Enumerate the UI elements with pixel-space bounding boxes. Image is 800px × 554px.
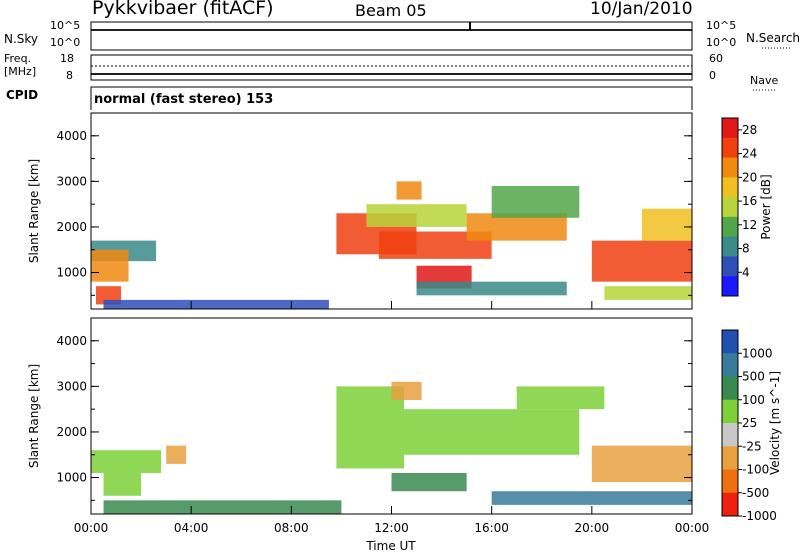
y-axis-label: Slant Range [km] bbox=[27, 364, 41, 468]
scatter-region-1-3 bbox=[96, 286, 122, 305]
colorbar-tick-label: 100 bbox=[742, 393, 765, 407]
colorbar-cell bbox=[722, 376, 738, 401]
x-tick-label: 20:00 bbox=[575, 521, 610, 535]
scatter-region-1-2 bbox=[91, 249, 129, 282]
x-tick-label: 00:00 bbox=[74, 521, 109, 535]
colorbar-cell bbox=[722, 469, 738, 494]
colorbar-tick-label: -500 bbox=[742, 486, 769, 500]
colorbar-cell bbox=[722, 353, 738, 377]
scatter-region-1-12 bbox=[416, 281, 567, 296]
nsearch-label: N.Search bbox=[746, 31, 800, 45]
colorbar-cell bbox=[722, 137, 738, 159]
colorbar-tick-label: 28 bbox=[742, 123, 757, 137]
x-tick-label: 12:00 bbox=[374, 521, 409, 535]
scatter-region-2-11 bbox=[516, 386, 605, 410]
nsky-tick-bottom: 10^0 bbox=[50, 36, 81, 49]
scatter-region-1-14 bbox=[604, 286, 692, 300]
x-tick-label: 04:00 bbox=[174, 521, 209, 535]
colorbar-cell bbox=[722, 423, 738, 447]
nave-label: Nave bbox=[750, 74, 779, 87]
colorbar-cell bbox=[722, 492, 738, 517]
freq-label-line1: Freq. bbox=[4, 52, 32, 65]
scatter-region-2-2 bbox=[103, 472, 142, 496]
scatter-region-2-1 bbox=[91, 450, 162, 473]
y-tick-label: 2000 bbox=[56, 220, 87, 234]
freq-panel bbox=[90, 54, 693, 81]
y-tick-label: 1000 bbox=[56, 266, 87, 280]
x-axis-label: Time UT bbox=[365, 539, 416, 553]
scatter-region-2-8 bbox=[391, 472, 467, 492]
scatter-region-1-8 bbox=[396, 181, 422, 200]
scatter-region-2-3 bbox=[166, 445, 187, 464]
cpid-text: normal (fast stereo) 153 bbox=[94, 92, 274, 107]
y-tick-label: 3000 bbox=[56, 379, 87, 393]
scatter-region-2-6 bbox=[404, 409, 580, 455]
colorbar-tick-label: 20 bbox=[742, 170, 757, 184]
x-tick-label: 00:00 bbox=[675, 521, 710, 535]
cpid-panel bbox=[90, 86, 693, 110]
scatter-region-1-7 bbox=[366, 204, 467, 227]
freq-tick-top: 18 bbox=[60, 52, 74, 65]
colorbar-tick-label: 8 bbox=[742, 242, 750, 256]
colorbar-cell bbox=[722, 157, 738, 178]
colorbar-cell bbox=[722, 256, 738, 277]
colorbar-cell bbox=[722, 216, 738, 238]
colorbar-tick-label: -100 bbox=[742, 463, 769, 477]
scatter-region-1-15 bbox=[641, 208, 692, 241]
scatter-region-1-11 bbox=[491, 185, 580, 218]
scatter-region-2-10 bbox=[591, 445, 692, 483]
station-title: Pykkvibaer (fitACF) bbox=[92, 0, 274, 19]
colorbar-frame bbox=[721, 117, 739, 297]
colorbar-cell bbox=[722, 197, 738, 218]
y-tick-label: 2000 bbox=[56, 425, 87, 439]
scatter-region-1-4 bbox=[103, 299, 329, 309]
scatter-region-2-7 bbox=[391, 381, 422, 401]
y-tick-label: 4000 bbox=[56, 334, 87, 348]
colorbar-label: Velocity [m s^-1] bbox=[768, 371, 782, 475]
y-tick-label: 4000 bbox=[56, 129, 87, 143]
y-tick-label: 1000 bbox=[56, 471, 87, 485]
colorbar-tick-label: 24 bbox=[742, 147, 757, 161]
colorbar-cell bbox=[722, 330, 738, 354]
nave-tick-bottom: 0 bbox=[709, 69, 716, 82]
scatter-region-2-4 bbox=[103, 500, 342, 514]
date-title: 10/Jan/2010 bbox=[590, 0, 693, 19]
colorbar-tick-label: 1000 bbox=[742, 346, 773, 360]
y-tick-label: 3000 bbox=[56, 174, 87, 188]
nsky-label: N.Sky bbox=[4, 32, 39, 46]
scatter-region-1-13 bbox=[591, 240, 692, 282]
strip-panels bbox=[90, 21, 790, 110]
scatter-region-2-9 bbox=[491, 491, 692, 505]
colorbar-tick-label: 500 bbox=[742, 370, 765, 384]
colorbar-tick-label: 16 bbox=[742, 194, 757, 208]
beam-title: Beam 05 bbox=[355, 1, 427, 20]
colorbar-tick-label: 25 bbox=[742, 416, 757, 430]
colorbar-cell bbox=[722, 177, 738, 198]
nave-tick-top: 60 bbox=[709, 52, 723, 65]
colorbar-tick-label: 4 bbox=[742, 265, 750, 279]
colorbar-cell bbox=[722, 276, 738, 297]
x-tick-label: 16:00 bbox=[474, 521, 509, 535]
colorbar-tick-label: 12 bbox=[742, 218, 757, 232]
y-axis-label: Slant Range [km] bbox=[27, 159, 41, 263]
colorbar-cell bbox=[722, 399, 738, 424]
nsky-panel bbox=[90, 21, 693, 51]
nsky-tick-top: 10^5 bbox=[50, 19, 81, 32]
colorbar-tick-label: -1000 bbox=[742, 509, 777, 523]
nsearch-tick-bottom: 10^0 bbox=[706, 36, 737, 49]
nsearch-tick-top: 10^5 bbox=[706, 19, 737, 32]
colorbar-label: Power [dB] bbox=[759, 174, 773, 239]
x-tick-label: 08:00 bbox=[274, 521, 309, 535]
colorbar-cell bbox=[722, 446, 738, 470]
colorbar-cell bbox=[722, 236, 738, 257]
cpid-label: CPID bbox=[6, 88, 39, 102]
colorbar-cell bbox=[722, 118, 738, 139]
colorbar-tick-label: -25 bbox=[742, 439, 762, 453]
freq-tick-bottom: 8 bbox=[66, 69, 73, 82]
freq-label-line2: [MHz] bbox=[4, 65, 37, 78]
